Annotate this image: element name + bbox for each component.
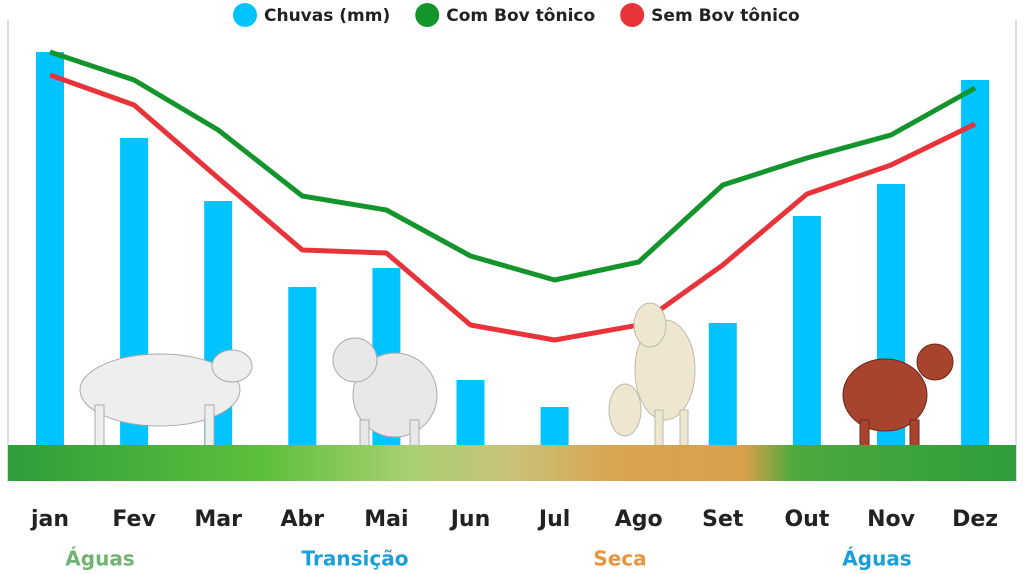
x-tick-label: Mai	[364, 507, 408, 532]
season-label: Seca	[593, 547, 646, 571]
x-tick-label: jan	[30, 507, 69, 532]
legend-label: Com Bov tônico	[446, 6, 595, 26]
grass	[8, 445, 1016, 481]
decoration	[8, 302, 1016, 481]
legend-label: Sem Bov tônico	[651, 6, 800, 26]
season-label: Águas	[65, 547, 134, 571]
season-label: Transição	[302, 547, 409, 571]
x-tick-label: Set	[702, 507, 744, 532]
legend-marker	[415, 3, 440, 27]
x-tick-label: Out	[784, 507, 829, 532]
x-tick-label: Mar	[194, 507, 242, 532]
x-tick-label: Abr	[280, 507, 324, 532]
cow	[842, 343, 954, 461]
bar	[792, 216, 821, 480]
cow	[79, 349, 253, 451]
x-tick-label: Jun	[449, 507, 491, 532]
bar	[877, 184, 905, 480]
line	[49, 72, 977, 343]
x-tick-label: Dez	[952, 507, 998, 532]
cow	[608, 302, 696, 456]
x-tick-label: Ago	[615, 507, 663, 532]
cow	[332, 337, 438, 456]
x-tick-label: Nov	[867, 507, 916, 532]
legend-label: Chuvas (mm)	[264, 6, 390, 26]
legend-marker	[233, 3, 257, 27]
season-label: Águas	[842, 547, 911, 571]
bar	[36, 52, 64, 480]
bar	[961, 80, 990, 480]
line	[49, 49, 977, 283]
bar	[120, 138, 149, 480]
legend-marker	[620, 3, 645, 27]
x-tick-label: Fev	[112, 507, 156, 532]
x-tick-label: Jul	[537, 507, 570, 532]
